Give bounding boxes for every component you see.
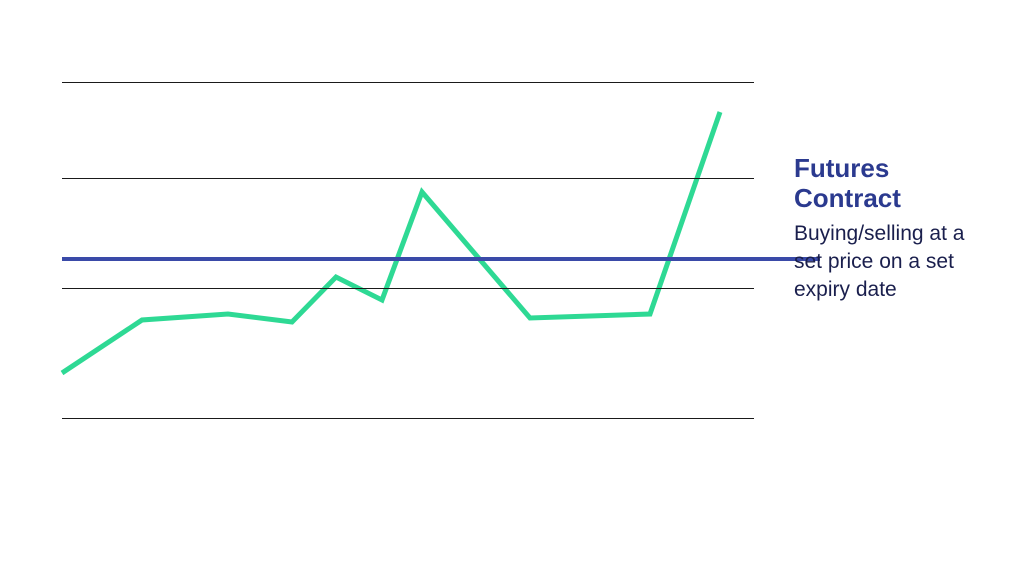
annotation-description: Buying/selling at a set price on a set e… [794,220,974,305]
gridline [62,178,754,179]
gridline [62,82,754,83]
annotation-block: Futures Contract Buying/selling at a set… [794,154,974,305]
gridline [62,288,754,289]
price-line [62,82,754,418]
chart-area [62,82,754,418]
annotation-title: Futures Contract [794,154,974,214]
diagram-container: Futures Contract Buying/selling at a set… [0,0,1024,576]
reference-line [62,257,820,261]
gridline [62,418,754,419]
